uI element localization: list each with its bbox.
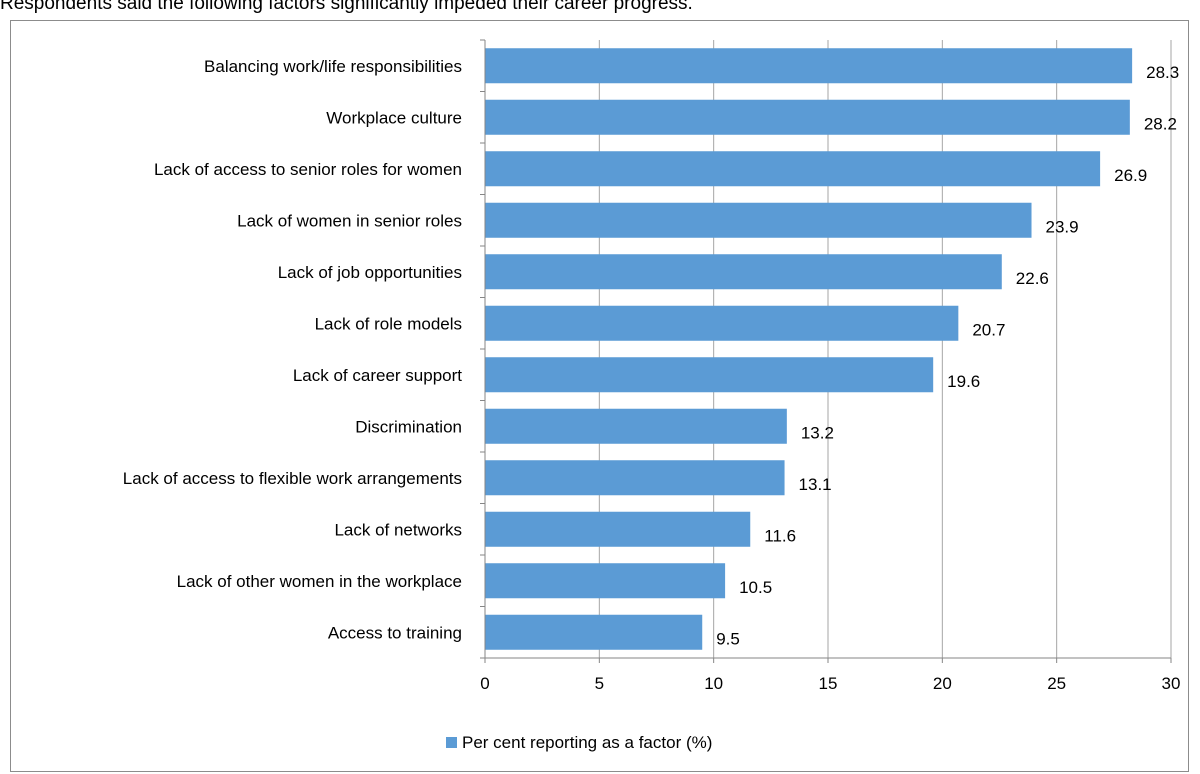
data-label: 28.3	[1146, 63, 1179, 82]
legend: Per cent reporting as a factor (%)	[446, 733, 712, 752]
bar	[485, 460, 785, 496]
x-tick-label: 30	[1162, 674, 1181, 693]
category-label: Lack of access to senior roles for women	[154, 160, 462, 179]
bars	[485, 48, 1133, 650]
labels: Balancing work/life responsibilities 28.3…	[123, 57, 1181, 693]
data-label: 13.1	[799, 475, 832, 494]
x-tick-label: 0	[480, 674, 489, 693]
category-label: Lack of networks	[334, 520, 462, 539]
bar	[485, 408, 787, 444]
data-label: 9.5	[716, 629, 740, 648]
category-label: Balancing work/life responsibilities	[204, 57, 462, 76]
data-label: 10.5	[739, 578, 772, 597]
category-label: Lack of access to flexible work arrangem…	[123, 469, 462, 488]
category-label: Lack of career support	[293, 366, 462, 385]
bar	[485, 563, 726, 599]
bar	[485, 511, 751, 547]
chart-heading: Respondents said the following factors s…	[0, 0, 693, 14]
data-label: 23.9	[1046, 217, 1079, 236]
category-label: Lack of women in senior roles	[237, 211, 462, 230]
x-tick-label: 15	[819, 674, 838, 693]
legend-swatch	[446, 737, 457, 748]
category-label: Workplace culture	[326, 108, 462, 127]
category-label: Lack of job opportunities	[278, 263, 462, 282]
data-label: 28.2	[1144, 114, 1177, 133]
axes	[480, 39, 1172, 663]
chart-frame	[10, 20, 1189, 772]
bar	[485, 151, 1101, 187]
x-tick-label: 25	[1047, 674, 1066, 693]
bar	[485, 614, 703, 650]
data-label: 13.2	[801, 423, 834, 442]
legend-label: Per cent reporting as a factor (%)	[462, 733, 712, 752]
category-label: Access to training	[328, 623, 462, 642]
bar	[485, 99, 1130, 135]
x-tick-label: 20	[933, 674, 952, 693]
data-label: 19.6	[947, 372, 980, 391]
data-label: 11.6	[764, 526, 796, 545]
bar	[485, 202, 1032, 238]
x-tick-label: 5	[595, 674, 604, 693]
bar	[485, 305, 959, 341]
bar	[485, 357, 934, 393]
bar	[485, 254, 1002, 290]
gridlines	[598, 40, 1172, 658]
data-label: 26.9	[1114, 166, 1147, 185]
category-label: Lack of role models	[315, 314, 462, 333]
bar	[485, 48, 1133, 84]
x-tick-label: 10	[704, 674, 723, 693]
data-label: 20.7	[972, 320, 1005, 339]
category-label: Lack of other women in the workplace	[177, 572, 462, 591]
data-label: 22.6	[1016, 269, 1049, 288]
category-label: Discrimination	[355, 417, 462, 436]
